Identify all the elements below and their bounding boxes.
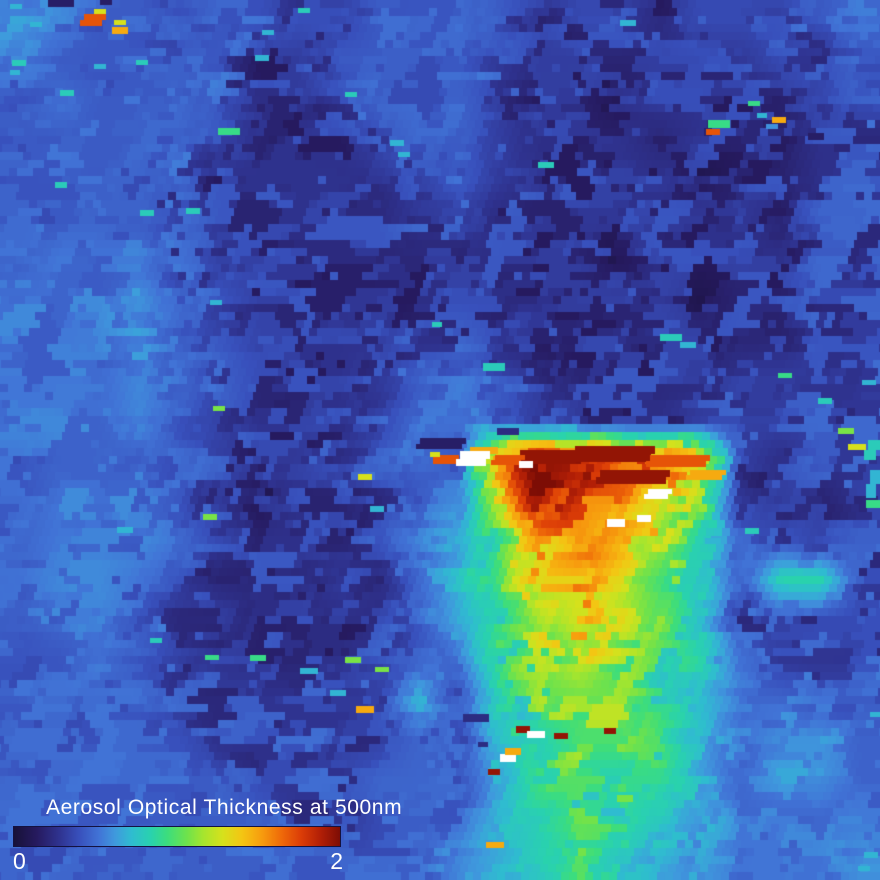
aot-heatmap-canvas bbox=[0, 0, 880, 880]
aerosol-map-scene: Aerosol Optical Thickness at 500nm 0 2 bbox=[0, 0, 880, 880]
